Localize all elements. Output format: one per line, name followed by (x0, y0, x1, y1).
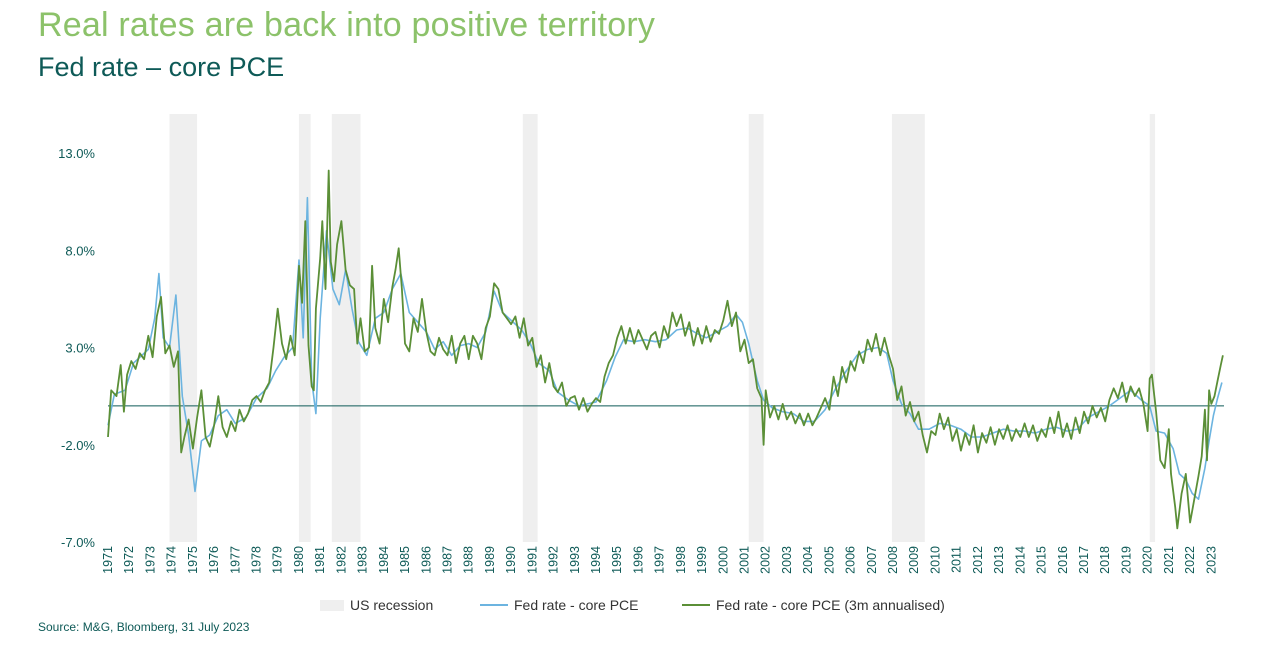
x-tick-label: 2016 (1056, 546, 1070, 574)
recession-band (1149, 114, 1156, 542)
y-tick-label: 8.0% (65, 243, 95, 258)
y-axis: 13.0% 8.0% 3.0% -2.0% -7.0% (58, 146, 95, 550)
x-tick-label: 2019 (1119, 546, 1133, 574)
x-tick-label: 1975 (186, 546, 200, 574)
legend-item-fed-core-pce-3m: Fed rate - core PCE (3m annualised) (682, 597, 945, 613)
x-tick-label: 2022 (1183, 546, 1197, 574)
x-tick-label: 1979 (271, 546, 285, 574)
x-tick-label: 1991 (525, 546, 539, 574)
x-tick-label: 1999 (695, 546, 709, 574)
x-tick-label: 1977 (228, 546, 242, 574)
legend-item-recession: US recession (320, 597, 433, 613)
x-tick-label: 2014 (1013, 546, 1027, 574)
legend-item-fed-core-pce: Fed rate - core PCE (480, 597, 639, 613)
legend-swatch-recession (320, 599, 344, 611)
x-tick-label: 1972 (122, 546, 136, 574)
y-tick-label: -2.0% (61, 438, 95, 453)
x-tick-label: 1984 (377, 546, 391, 574)
x-tick-label: 2012 (971, 546, 985, 574)
series-line-fed-core-pce (107, 196, 1223, 500)
x-tick-label: 1993 (568, 546, 582, 574)
source-note: Source: M&G, Bloomberg, 31 July 2023 (38, 620, 250, 634)
recession-bands (169, 114, 1156, 542)
chart-subtitle: Fed rate – core PCE (38, 52, 285, 82)
x-tick-label: 2013 (992, 546, 1006, 574)
legend-swatch-fed-core-pce (480, 604, 508, 606)
x-tick-label: 1988 (462, 546, 476, 574)
x-tick-label: 1974 (165, 546, 179, 574)
x-tick-label: 2008 (886, 546, 900, 574)
y-tick-label: -7.0% (61, 535, 95, 550)
x-tick-label: 1986 (419, 546, 433, 574)
x-tick-label: 2001 (738, 546, 752, 574)
x-tick-label: 1985 (398, 546, 412, 574)
x-tick-label: 2003 (780, 546, 794, 574)
x-tick-label: 1978 (250, 546, 264, 574)
x-tick-label: 2000 (716, 546, 730, 574)
x-tick-label: 2015 (1035, 546, 1049, 574)
x-tick-label: 2009 (907, 546, 921, 574)
x-tick-label: 2010 (928, 546, 942, 574)
recession-band (891, 114, 925, 542)
x-tick-label: 1998 (674, 546, 688, 574)
recession-band (522, 114, 538, 542)
x-tick-label: 1994 (589, 546, 603, 574)
recession-band (748, 114, 764, 542)
x-tick-label: 2002 (759, 546, 773, 574)
x-tick-label: 1995 (610, 546, 624, 574)
line-chart: 13.0% 8.0% 3.0% -2.0% -7.0% 1971 1972 1973 1974… (58, 114, 1224, 574)
x-tick-label: 2007 (865, 546, 879, 574)
x-tick-label: 2018 (1098, 546, 1112, 574)
x-tick-label: 2005 (822, 546, 836, 574)
x-tick-label: 1971 (101, 546, 115, 574)
legend-swatch-fed-core-pce-3m (682, 604, 710, 606)
x-tick-label: 1976 (207, 546, 221, 574)
x-tick-label: 2023 (1204, 546, 1218, 574)
x-tick-label: 1981 (313, 546, 327, 574)
x-tick-label: 1997 (653, 546, 667, 574)
chart-title: Real rates are back into positive territ… (38, 6, 656, 44)
y-tick-label: 13.0% (58, 146, 95, 161)
x-tick-label: 2017 (1077, 546, 1091, 574)
x-axis: 1971 1972 1973 1974 1975 1976 1977 1978 1979 1980… (101, 546, 1218, 574)
y-tick-label: 3.0% (65, 341, 95, 356)
x-tick-label: 2021 (1162, 546, 1176, 574)
series-lines (107, 169, 1224, 530)
x-tick-label: 1990 (504, 546, 518, 574)
x-tick-label: 1996 (631, 546, 645, 574)
x-tick-label: 1987 (440, 546, 454, 574)
x-tick-label: 1973 (143, 546, 157, 574)
recession-band (298, 114, 311, 542)
series-line-fed-core-pce-3m (107, 169, 1224, 530)
legend-label-fed-core-pce: Fed rate - core PCE (514, 597, 639, 613)
legend-label-fed-core-pce-3m: Fed rate - core PCE (3m annualised) (716, 597, 945, 613)
x-tick-label: 2020 (1141, 546, 1155, 574)
x-tick-label: 1982 (334, 546, 348, 574)
x-tick-label: 1983 (356, 546, 370, 574)
x-tick-label: 2004 (801, 546, 815, 574)
x-tick-label: 2011 (950, 546, 964, 573)
x-tick-label: 1980 (292, 546, 306, 574)
x-tick-label: 2006 (844, 546, 858, 574)
legend-label-recession: US recession (350, 597, 434, 613)
x-tick-label: 1992 (547, 546, 561, 574)
x-tick-label: 1989 (483, 546, 497, 574)
